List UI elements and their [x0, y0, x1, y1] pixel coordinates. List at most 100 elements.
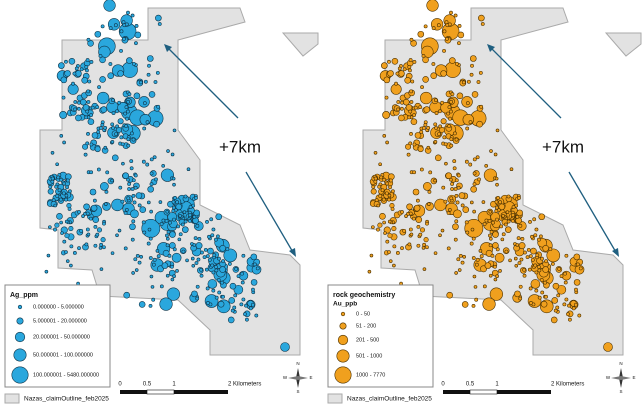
sample-point — [137, 203, 142, 208]
sample-point — [453, 237, 458, 242]
legend-label: 501 - 1000 — [356, 353, 382, 359]
sample-point — [172, 128, 177, 133]
scale-bar-label: 1 — [495, 382, 499, 388]
sample-point — [111, 198, 124, 212]
sample-point — [434, 111, 439, 115]
sample-point — [55, 194, 60, 198]
sample-point — [452, 166, 457, 171]
sample-point — [73, 107, 77, 112]
sample-point — [528, 286, 533, 291]
compass-letter: N — [296, 361, 299, 366]
sample-point — [377, 222, 383, 228]
sample-point — [62, 140, 66, 145]
sample-point — [195, 296, 200, 301]
sample-point — [65, 185, 69, 190]
sample-point — [151, 262, 156, 267]
legend-symbol — [334, 366, 352, 384]
sample-point — [498, 200, 503, 205]
sample-point — [470, 200, 474, 205]
sample-point — [421, 54, 426, 58]
sample-point — [456, 173, 461, 178]
sample-point — [79, 67, 84, 72]
sample-point — [155, 249, 160, 253]
sample-point — [72, 71, 77, 76]
sample-point — [423, 24, 428, 29]
sample-point — [127, 92, 132, 97]
sample-point — [117, 102, 129, 114]
sample-point — [418, 105, 423, 110]
sample-point — [398, 114, 405, 122]
sample-point — [53, 227, 57, 232]
sample-point — [488, 210, 493, 214]
sample-point — [84, 115, 88, 120]
sample-point — [216, 234, 220, 239]
sample-point — [461, 301, 469, 308]
sample-point — [85, 58, 90, 62]
sample-point — [68, 189, 72, 194]
sample-point — [409, 89, 413, 94]
sample-point — [93, 243, 98, 248]
sample-point — [392, 244, 397, 249]
sample-point — [133, 257, 138, 262]
sample-point — [58, 197, 63, 202]
sample-point — [74, 66, 79, 71]
sample-point — [145, 120, 150, 125]
sample-point — [552, 282, 560, 290]
sample-point — [102, 221, 106, 226]
sample-point — [556, 284, 567, 295]
sample-point — [48, 185, 53, 189]
sample-point — [209, 217, 214, 222]
sample-point — [423, 123, 428, 127]
sample-point — [400, 246, 404, 251]
sample-point — [73, 100, 78, 104]
legend-title: Ag_ppm — [10, 292, 38, 299]
sample-point — [232, 305, 237, 310]
compass-letter: E — [632, 375, 635, 380]
sample-point — [111, 126, 116, 130]
sample-point — [472, 157, 477, 162]
sample-point — [175, 200, 180, 205]
sample-point — [171, 209, 176, 213]
sample-point — [142, 230, 147, 235]
right-map: +7km rock geochemistry Au_ppb 0 - 50 51 - 20… — [327, 0, 642, 404]
sample-point — [397, 66, 402, 71]
sample-point — [195, 284, 200, 289]
sample-point — [228, 297, 236, 304]
compass-letter: S — [296, 389, 299, 394]
legend-label: 0.000000 - 5.000000 — [33, 304, 84, 310]
sample-point — [126, 143, 131, 148]
sample-point — [165, 210, 170, 214]
sample-point — [220, 280, 224, 285]
sample-point — [373, 150, 378, 155]
scale-bar-segment — [497, 390, 551, 394]
scale-bar-label: 1 — [172, 382, 176, 388]
sample-point — [488, 273, 493, 278]
sample-point — [492, 231, 499, 238]
scale-bar-label: 2 Kilometers — [228, 382, 261, 388]
sample-point — [171, 199, 176, 204]
sample-point — [434, 126, 439, 130]
sample-point — [239, 302, 244, 307]
sample-point — [526, 247, 531, 252]
sample-point — [117, 100, 122, 105]
claim-outline — [281, 32, 319, 57]
sample-point — [154, 177, 158, 182]
sample-point — [537, 295, 542, 300]
sample-point — [442, 29, 447, 34]
sample-point — [117, 70, 124, 77]
sample-point — [416, 243, 421, 248]
sample-point — [548, 247, 553, 252]
sample-point — [86, 132, 90, 136]
sample-point — [206, 301, 210, 305]
sample-point — [234, 266, 239, 271]
sample-point — [387, 70, 394, 77]
sample-point — [47, 188, 54, 195]
sample-point — [471, 256, 476, 260]
sample-point — [452, 223, 459, 231]
sample-point — [471, 91, 479, 98]
sample-point — [405, 104, 413, 111]
sample-point — [100, 106, 108, 113]
sample-point — [575, 262, 580, 267]
sample-point — [146, 241, 151, 246]
sample-point — [137, 260, 142, 265]
